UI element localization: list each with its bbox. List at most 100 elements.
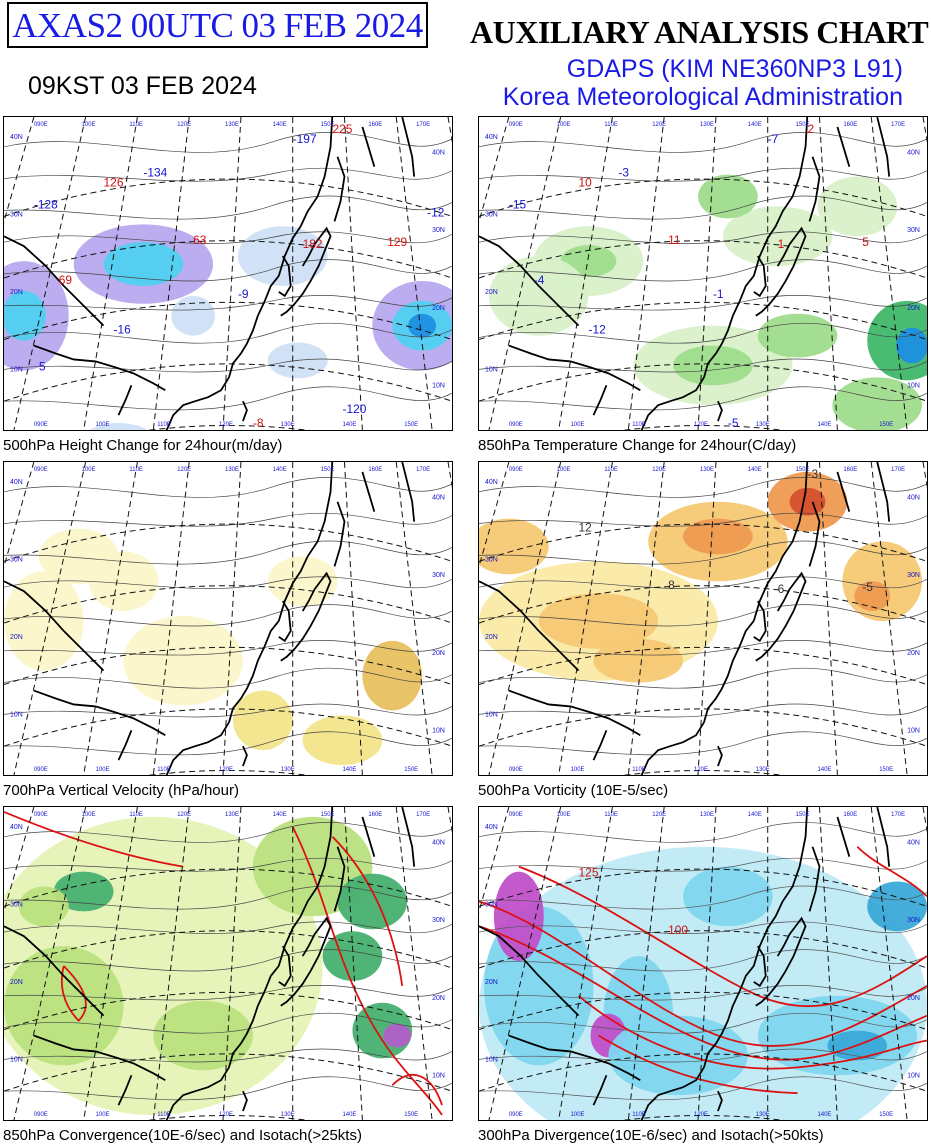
coastline [508,344,641,392]
contour-line [479,540,927,565]
coastline [280,571,332,662]
field-value-label: 100 [668,923,688,937]
contour-line [4,985,452,1001]
contour-line [4,949,452,972]
panel-300hpa-divergence: 40N 40N 30N 30N 20N 20N 10N 10N 090E 100E 110E 120E… [478,806,928,1121]
contour-line [4,231,452,244]
latitude-line [479,930,927,969]
isotach-line [331,836,404,986]
longitude-label: 100E [557,467,571,473]
latitude-label: 20N [432,650,445,657]
latitude-line [479,240,927,279]
longitude-label: 160E [368,122,382,128]
contour-line [4,921,452,934]
field-value-label: 11 [668,233,681,247]
field-value-label: -12 [427,205,445,219]
coastline [333,156,346,222]
contour-line [479,731,927,756]
longitude-label: 100E [571,767,585,773]
coastline [4,235,105,327]
coastline [117,729,133,761]
coastline [592,1074,608,1106]
coastline [242,1090,248,1112]
longitude-label: 130E [225,122,239,128]
field-value-label: 5 [862,235,869,249]
contour-line [479,477,927,498]
shaded-field-area [593,638,684,683]
field-value-label: -8 [253,416,264,430]
longitude-label: 130E [700,467,714,473]
field-value-label: -197 [293,132,317,146]
field-value-label: 182 [303,237,323,251]
caption-300hpa-divergence: 300hPa Divergence(10E-6/sec) and Isotach… [478,1127,824,1144]
coastline [33,344,166,392]
longitude-label: 110E [129,122,143,128]
latitude-label: 10N [485,366,498,373]
longitude-label: 090E [509,1112,523,1118]
latitude-label: 20N [10,289,23,296]
shaded-field-area [817,176,898,237]
longitude-line [697,462,717,775]
field-value-label: 126 [104,176,124,190]
longitude-label: 160E [368,812,382,818]
longitude-line [479,807,510,914]
coastline [117,1074,133,1106]
longitude-line [488,807,562,1120]
coastline [836,816,851,857]
longitude-label: 130E [700,122,714,128]
shaded-field-area [4,571,84,671]
longitude-line [627,462,665,775]
shaded-field-area [673,345,753,386]
latitude-label: 20N [10,979,23,986]
contour-line [479,1012,927,1034]
field-value-label: -128 [34,197,58,211]
longitude-label: 120E [694,422,708,428]
longitude-label: 090E [34,422,48,428]
latitude-label: 30N [432,572,445,579]
coastline [752,807,809,967]
latitude-line [479,868,927,907]
contour-line [4,731,452,756]
longitude-label: 140E [817,422,831,428]
longitude-line [447,462,452,489]
longitude-label: 140E [342,422,356,428]
latitude-line [4,646,452,686]
latitude-label: 30N [10,556,23,563]
longitude-label: 090E [509,422,523,428]
longitude-label: 130E [225,467,239,473]
coastline [361,816,376,857]
coastline [808,846,821,912]
shaded-field-area [89,423,148,430]
latitude-label: 30N [907,572,920,579]
longitude-label: 100E [96,422,110,428]
longitude-label: 150E [404,1112,418,1118]
longitude-line [83,807,138,1120]
contour-line [479,667,927,689]
longitude-line [13,807,87,1120]
longitude-label: 100E [571,422,585,428]
latitude-label: 30N [432,917,445,924]
field-value-label: -9 [238,287,249,301]
longitude-label: 150E [404,767,418,773]
coastline [4,925,105,1017]
longitude-line [479,462,510,569]
longitude-line [83,117,138,430]
coastline [278,945,292,988]
longitude-label: 150E [796,467,810,473]
longitude-line [697,117,717,430]
field-value-label: -15 [509,197,527,211]
longitude-label: 140E [273,122,287,128]
shaded-field-area [53,871,114,912]
field-value-label: 2 [808,122,815,136]
longitude-line [152,117,190,430]
coastline [361,126,376,167]
longitude-label: 110E [157,1112,171,1118]
longitude-line [558,807,613,1120]
contour-line [4,386,452,411]
weather-map: 40N 40N 30N 30N 20N 20N 10N 10N 090E 100E 110E 120E… [4,807,452,1120]
contour-line [4,703,452,718]
longitude-label: 130E [281,422,295,428]
coastline [703,620,755,723]
contour-line [479,1048,927,1063]
longitude-label: 100E [96,1112,110,1118]
